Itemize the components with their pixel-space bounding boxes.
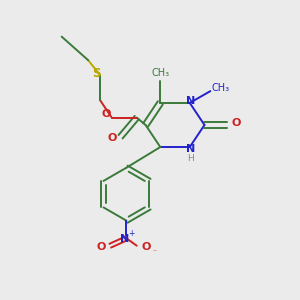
- Text: CH₃: CH₃: [212, 83, 230, 93]
- Text: S: S: [92, 67, 100, 80]
- Text: +: +: [129, 230, 135, 238]
- Text: O: O: [102, 109, 111, 119]
- Text: O: O: [96, 242, 106, 252]
- Text: N: N: [120, 234, 130, 244]
- Text: CH₃: CH₃: [151, 68, 169, 78]
- Text: O: O: [142, 242, 151, 252]
- Text: ⁻: ⁻: [152, 247, 156, 256]
- Text: O: O: [108, 133, 117, 143]
- Text: O: O: [231, 118, 241, 128]
- Text: H: H: [187, 154, 194, 163]
- Text: N: N: [186, 95, 195, 106]
- Text: N: N: [186, 143, 195, 154]
